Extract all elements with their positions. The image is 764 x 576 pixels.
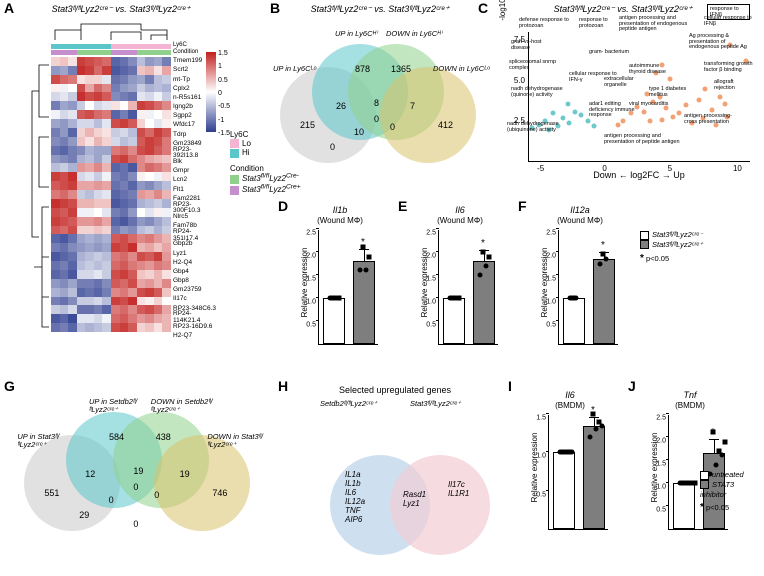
panel-a: Stat3ᶠˡ/ᶠˡLyz2ᶜʳᵉ⁻ vs. Stat3ᶠˡ/ᶠˡLyz2ᶜʳᵉ… — [6, 2, 216, 332]
panel-h-venn: Selected upregulated genes Setdb2ᶠˡ/ᶠˡLy… — [290, 385, 500, 565]
colorscale — [206, 52, 216, 132]
panel-label-e: E — [398, 198, 407, 214]
colorscale-labels: 1.510.50-0.5-1-1.5 — [218, 50, 230, 143]
panel-label-h: H — [278, 378, 288, 394]
panel-label-i: I — [508, 378, 512, 394]
panel-c-title: Stat3ᶠˡ/ᶠˡLyz2ᶜʳᵉ⁻ vs. Stat3ᶠˡ/ᶠˡLyz2ᶜʳᵉ… — [508, 4, 738, 15]
bar-legend-bmdm: untreatedSTAT3 inhibitor* p<0.05 — [700, 470, 760, 514]
panel-label-d: D — [278, 198, 288, 214]
panel-a-title: Stat3ᶠˡ/ᶠˡLyz2ᶜʳᵉ⁻ vs. Stat3ᶠˡ/ᶠˡLyz2ᶜʳᵉ… — [36, 4, 206, 15]
bar-e: Il6 (Wound MΦ)0.51.01.52.02.5*Relative e… — [410, 205, 510, 360]
dendrogram-top — [51, 20, 171, 40]
panel-b-venn: Stat3ᶠˡ/ᶠˡLyz2ᶜʳᵉ⁻ vs. Stat3ᶠˡ/ᶠˡLyz2ᶜʳᵉ… — [280, 2, 480, 192]
track-label-cond: Condition — [173, 49, 198, 55]
panel-label-f: F — [518, 198, 527, 214]
scatter-xlabel: Down ← log2FC → Up — [528, 170, 750, 180]
panel-label-b: B — [270, 0, 280, 16]
track-ly6c — [51, 44, 171, 49]
panel-label-j: J — [628, 378, 636, 394]
bar-i: Il6 (BMDM)0.51.01.5*Relative expression — [520, 390, 620, 545]
bar-legend-wound: Stat3ᶠˡ/ᶠˡLyz2ᶜʳᵉ⁻Stat3ᶠˡ/ᶠˡLyz2ᶜʳᵉ⁺* p<… — [640, 230, 703, 265]
scatter-plot: -505102.55.07.5defense response to proto… — [528, 32, 750, 162]
dendrogram-left — [24, 57, 49, 332]
bar-f: Il12a (Wound MΦ)0.51.01.52.02.5*Relative… — [530, 205, 630, 360]
panel-h-title: Selected upregulated genes — [290, 385, 500, 395]
heatmap — [51, 57, 171, 332]
panel-c-scatter: Stat3ᶠˡ/ᶠˡLyz2ᶜʳᵉ⁻ vs. Stat3ᶠˡ/ᶠˡLyz2ᶜʳᵉ… — [478, 2, 758, 194]
bar-d: Il1b (Wound MΦ)0.51.01.52.02.5*Relative … — [290, 205, 390, 360]
panel-b-title: Stat3ᶠˡ/ᶠˡLyz2ᶜʳᵉ⁻ vs. Stat3ᶠˡ/ᶠˡLyz2ᶜʳᵉ… — [280, 4, 480, 15]
panel-g-venn: 551584438746121919000029UP in Stat3ᶠˡ/ᶠˡ… — [10, 380, 270, 570]
scatter-ylabel: -log10(p-value) for enrichment — [498, 0, 507, 32]
track-label-ly6c: Ly6C — [173, 42, 187, 48]
bar-j: Tnf (BMDM)0.51.01.52.02.5*Relative expre… — [640, 390, 740, 545]
track-condition — [51, 50, 171, 55]
